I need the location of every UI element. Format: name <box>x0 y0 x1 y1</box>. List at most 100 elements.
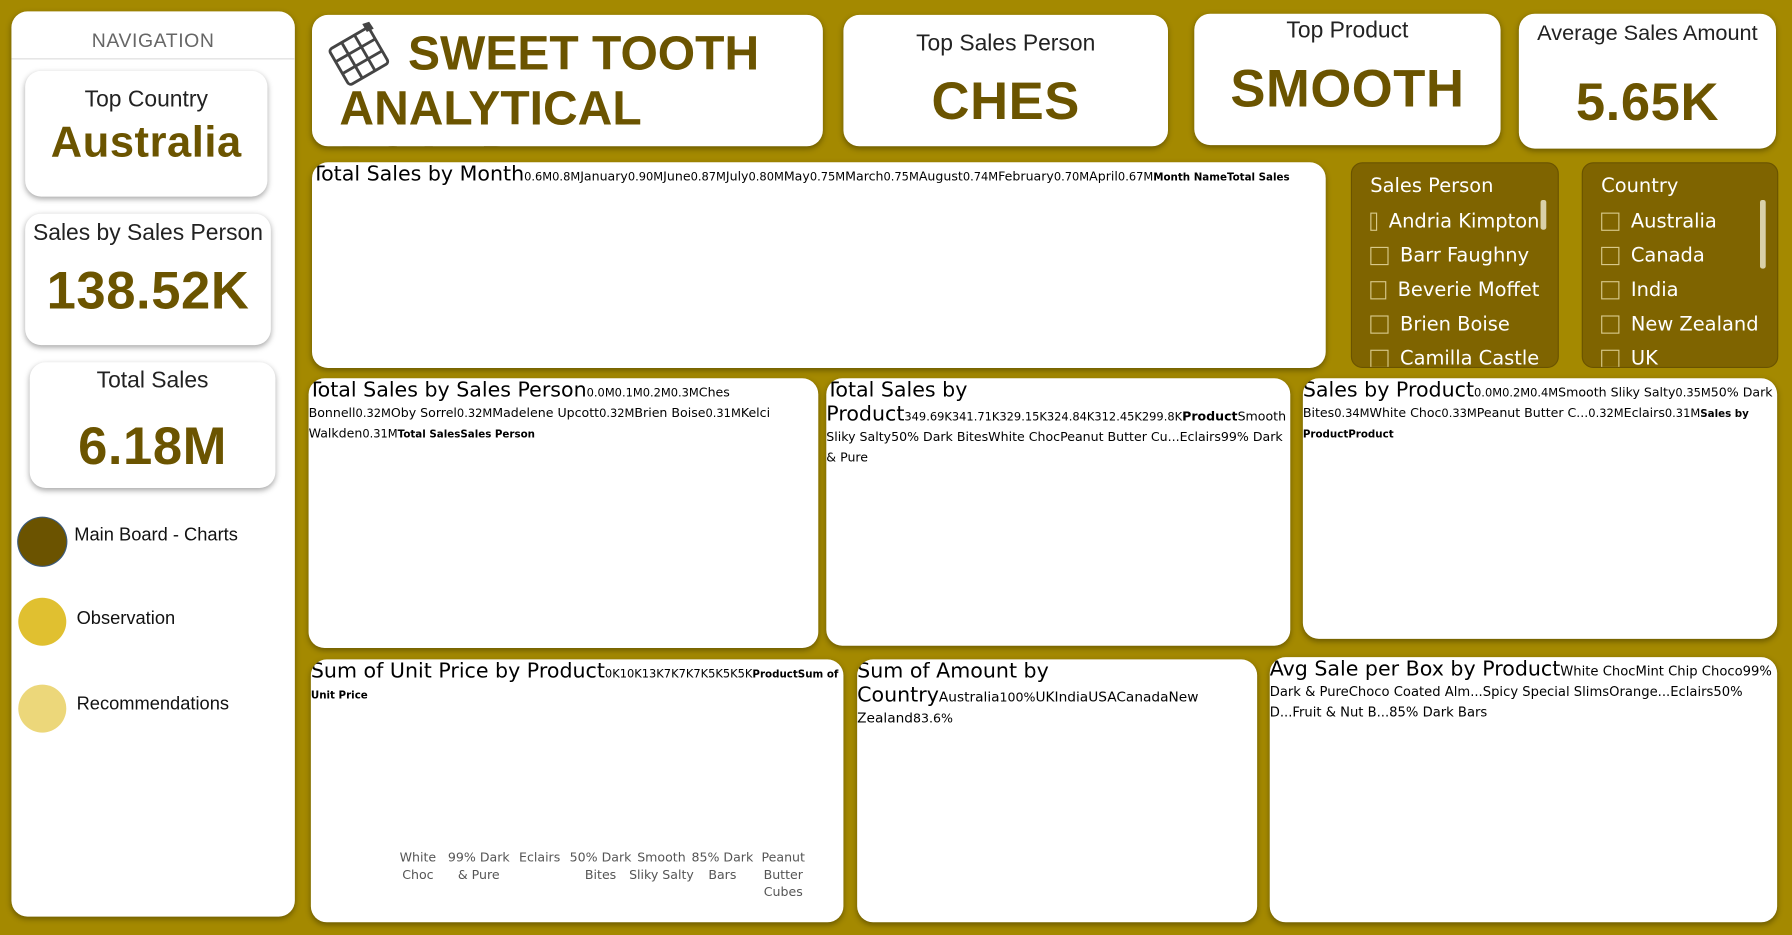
x-tick-label: June <box>663 169 691 184</box>
nav-button[interactable]: Main Board - Charts <box>74 525 238 546</box>
cell-label: 50% D... <box>1269 683 1743 720</box>
data-label: 0.70M <box>1053 171 1090 184</box>
category-label: Canada <box>1116 689 1169 706</box>
slicer[interactable]: Country Australia Canada India New Zealand UK <box>1581 162 1779 368</box>
slicer-item-label: Andria Kimpton <box>1388 210 1540 234</box>
card-value: CHES <box>931 70 1080 131</box>
chocolate-icon <box>328 21 390 86</box>
checkbox[interactable] <box>1370 349 1389 367</box>
nav-button[interactable]: Recommendations <box>76 694 230 715</box>
scrollbar[interactable] <box>1759 199 1766 269</box>
card-label: Top Product <box>1286 18 1409 44</box>
checkbox[interactable] <box>1601 212 1620 231</box>
y-tick-label: 10K <box>619 668 642 682</box>
slicer-title: Sales Person <box>1370 174 1494 198</box>
y-tick-label: Peanut Butter C... <box>1476 405 1589 421</box>
slicer-item[interactable]: Brien Boise <box>1370 307 1539 341</box>
kpi-card: Sales by Sales Person 138.52K <box>25 213 271 346</box>
checkbox[interactable] <box>1601 349 1620 367</box>
category-label: UK <box>1035 689 1055 706</box>
cell-label: White Choc <box>1560 662 1636 679</box>
data-label: 13K <box>641 668 664 682</box>
slicer[interactable]: Sales Person Andria Kimpton Barr Faughny Be… <box>1350 162 1559 368</box>
checkbox[interactable] <box>1601 246 1620 266</box>
slicer-item[interactable]: New Zealand <box>1601 307 1759 341</box>
nav-button-icon[interactable] <box>18 597 67 646</box>
checkbox[interactable] <box>1601 281 1620 300</box>
chart: Sum of Amount by CountryAustralia100%UKI… <box>857 659 1257 728</box>
checkbox[interactable] <box>1370 281 1387 300</box>
y-tick-label: Brien Boise <box>634 405 706 421</box>
x-axis-title: Product <box>752 669 798 682</box>
x-tick-label: August <box>918 169 963 184</box>
y-tick-label: Smooth Sliky Salty <box>1558 385 1676 400</box>
slicer-list: Australia Canada India New Zealand UK <box>1601 205 1759 367</box>
y-tick-label: 50% Dark Bites <box>1302 385 1773 421</box>
chart-panel: Sum of Amount by CountryAustralia100%UKI… <box>857 659 1258 923</box>
data-label: 0.34M <box>1334 407 1370 421</box>
checkbox[interactable] <box>1601 315 1620 334</box>
x-axis-title: Month Name <box>1153 172 1227 184</box>
slicer-item-label: Barr Faughny <box>1399 244 1530 268</box>
card-label: Total Sales <box>96 367 209 394</box>
nav-button-icon[interactable] <box>18 517 67 566</box>
y-tick-label: 0K <box>604 668 620 682</box>
y-axis-title: Total Sales <box>1226 172 1290 184</box>
nav-button[interactable]: Observation <box>76 609 176 629</box>
x-tick-label: 0.3M <box>670 387 699 400</box>
slicer-item[interactable]: Barr Faughny <box>1370 239 1539 273</box>
slicer-item[interactable]: Andria Kimpton <box>1370 205 1539 239</box>
data-label: 0.32M <box>599 407 635 421</box>
x-tick-label: White Choc <box>399 850 437 883</box>
card-label: Top Sales Person <box>916 30 1096 56</box>
y-axis-title: Sales Person <box>460 429 535 442</box>
chart-title: Avg Sale per Box by Product <box>1269 657 1561 682</box>
card-value: 5.65K <box>1575 71 1719 132</box>
y-tick-label: Eclairs <box>1623 405 1665 421</box>
data-label: 0.90M <box>627 171 664 184</box>
checkbox[interactable] <box>1370 212 1378 231</box>
x-tick-label: March <box>845 169 884 184</box>
data-label: 0.75M <box>809 171 846 184</box>
x-tick-label: February <box>998 169 1054 184</box>
data-label: 83.6% <box>912 710 953 726</box>
x-axis-title: Sales by Product <box>1302 409 1749 442</box>
checkbox[interactable] <box>1370 315 1389 334</box>
cell-label: Orange... <box>1609 683 1671 700</box>
x-tick-label: Smooth Sliky Salty <box>629 850 694 883</box>
header-title: ANALYTICAL BOARD <box>339 81 641 146</box>
y-axis-title: Product <box>1348 429 1394 442</box>
y-axis-title: Sum of Unit Price <box>310 669 839 702</box>
chart-title: Total Sales by Month <box>311 162 525 187</box>
legend-label: 50% Dark Bites <box>891 429 989 445</box>
data-label: 5K <box>737 668 753 682</box>
slicer-item[interactable]: Camilla Castle <box>1370 342 1539 367</box>
navigation-title: NAVIGATION <box>91 29 215 52</box>
card-label: Sales by Sales Person <box>32 220 263 246</box>
scrollbar[interactable] <box>1540 199 1547 230</box>
header-panel: SWEET TOOTH ANALYTICAL BOARD <box>311 14 823 147</box>
slicer-item[interactable]: India <box>1601 273 1759 307</box>
card-value: SMOOTH <box>1230 58 1465 118</box>
cell-label: Fruit & Nut B... <box>1292 703 1390 720</box>
data-label: 7K <box>663 668 679 682</box>
slicer-item[interactable]: Beverie Moffet <box>1370 273 1539 307</box>
slicer-title: Country <box>1601 174 1679 198</box>
slicer-item[interactable]: Australia <box>1601 205 1759 239</box>
card-label: Average Sales Amount <box>1537 21 1758 46</box>
x-tick-label: 0.0M <box>1474 387 1503 400</box>
slicer-item[interactable]: Canada <box>1601 239 1759 273</box>
data-label: 0.75M <box>883 171 919 184</box>
cell-label: 85% Dark Bars <box>1389 703 1488 720</box>
slicer-item[interactable]: UK <box>1601 342 1759 367</box>
cell-label: Choco Coated Alm... <box>1348 683 1483 700</box>
nav-button-icon[interactable] <box>18 684 67 733</box>
kpi-card: Top Product SMOOTH <box>1194 13 1501 146</box>
data-label: 324.84K <box>1046 411 1095 424</box>
data-label: 0.31M <box>1664 407 1701 421</box>
legend-title: Product <box>1182 409 1238 424</box>
legend-label: Eclairs <box>1179 429 1221 445</box>
chart-title: Sales by Product <box>1302 378 1475 403</box>
data-label: 5K <box>722 668 738 682</box>
checkbox[interactable] <box>1370 246 1389 266</box>
